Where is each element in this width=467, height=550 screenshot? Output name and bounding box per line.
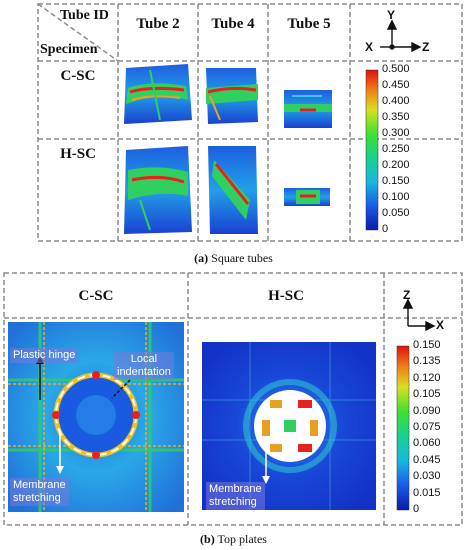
row-label-hsc: H-SC bbox=[60, 146, 96, 162]
colorbar-a-tick-3: 0.350 bbox=[382, 111, 410, 123]
colorbar-b-tick-7: 0.045 bbox=[413, 453, 441, 466]
caption-b-text: Top plates bbox=[214, 532, 267, 546]
colorbar-b-tick-3: 0.105 bbox=[413, 388, 441, 401]
annotation-local-line1: Local bbox=[130, 353, 158, 365]
tube-5-csc bbox=[284, 90, 332, 128]
colorbar-b-tick-1: 0.135 bbox=[413, 355, 441, 368]
colorbar-a-tick-7: 0.150 bbox=[382, 175, 410, 187]
colorbar-b-tick-8: 0.030 bbox=[413, 470, 441, 483]
axis-label-z-b: Z bbox=[403, 288, 411, 302]
colorbar-a-tick-8: 0.100 bbox=[382, 191, 410, 203]
caption-b: (b) Top plates bbox=[0, 532, 467, 547]
annotation-membrane-right-line2: stretching bbox=[209, 496, 257, 508]
colorbar-a-tick-10: 0 bbox=[382, 223, 389, 235]
annotation-local-line2: indentation bbox=[117, 366, 171, 378]
caption-a-label: (a) bbox=[194, 251, 209, 265]
colorbar-b-tick-5: 0.075 bbox=[413, 421, 441, 433]
colorbar-b-tick-6: 0.060 bbox=[413, 437, 441, 450]
annotation-membrane-stretching-right: Membrane stretching bbox=[206, 482, 265, 510]
colorbar-a-tick-9: 0.050 bbox=[382, 207, 410, 219]
annotation-membrane-stretching-left: Membrane stretching bbox=[10, 478, 69, 506]
panel-b-grid bbox=[3, 272, 463, 526]
colorbar-b-tick-4: 0.090 bbox=[413, 404, 441, 417]
annotation-plastic-hinge: Plastic hinge bbox=[10, 348, 79, 363]
colorbar-b-tick-2: 0.120 bbox=[413, 371, 441, 384]
row-label-csc: C-SC bbox=[60, 68, 96, 84]
tube-4-csc bbox=[206, 68, 258, 124]
column-header-hsc: H-SC bbox=[268, 288, 304, 304]
column-header-tube-2: Tube 2 bbox=[136, 16, 180, 32]
annotation-membrane-left-line1: Membrane bbox=[13, 479, 66, 491]
annotation-local-indentation: Local indentation bbox=[114, 352, 174, 380]
annotation-membrane-left-line2: stretching bbox=[13, 492, 61, 504]
colorbar-a-tick-0: 0.500 bbox=[382, 63, 410, 75]
caption-a: (a) Square tubes bbox=[0, 251, 467, 266]
colorbar-a-tick-4: 0.300 bbox=[382, 127, 410, 139]
panel-a-grid bbox=[37, 3, 463, 242]
axis-label-x: X bbox=[365, 40, 374, 54]
column-header-tube-4: Tube 4 bbox=[211, 16, 255, 32]
corner-header-tube-id: Tube ID bbox=[60, 8, 109, 23]
tube-5-hsc bbox=[284, 188, 330, 206]
panel-b-axes-icon bbox=[402, 298, 436, 332]
colorbar-a-tick-6: 0.200 bbox=[382, 159, 410, 171]
panel-a-axes-icon bbox=[380, 19, 422, 53]
panel-b-colorbar bbox=[396, 345, 410, 511]
colorbar-b-tick-10: 0 bbox=[413, 503, 420, 515]
annotation-membrane-right-line1: Membrane bbox=[209, 483, 262, 495]
panel-a-colorbar bbox=[365, 69, 379, 231]
colorbar-a-tick-1: 0.450 bbox=[382, 79, 410, 91]
column-header-csc: C-SC bbox=[78, 288, 114, 304]
colorbar-b-tick-9: 0.015 bbox=[413, 486, 441, 499]
caption-b-label: (b) bbox=[200, 532, 215, 546]
colorbar-b-tick-0: 0.150 bbox=[413, 339, 441, 351]
column-header-tube-5: Tube 5 bbox=[287, 16, 331, 32]
tube-4-hsc bbox=[208, 146, 258, 234]
axis-label-z: Z bbox=[422, 40, 430, 54]
axis-label-y: Y bbox=[387, 8, 396, 22]
caption-a-text: Square tubes bbox=[208, 251, 273, 265]
tube-2-hsc bbox=[124, 146, 192, 234]
colorbar-a-tick-5: 0.250 bbox=[382, 143, 410, 155]
corner-header-specimen: Specimen bbox=[40, 42, 98, 57]
colorbar-a-tick-2: 0.400 bbox=[382, 95, 410, 107]
tube-2-csc bbox=[124, 64, 192, 124]
axis-label-x-b: X bbox=[436, 318, 445, 332]
